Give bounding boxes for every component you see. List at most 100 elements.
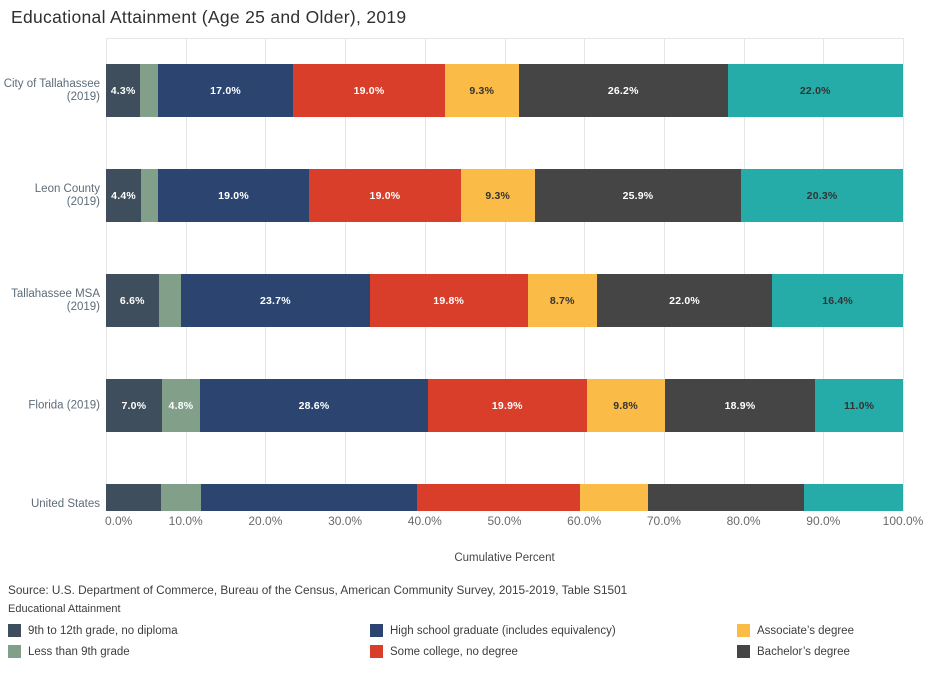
bar-segment[interactable]: 23.7% xyxy=(180,274,370,327)
legend-swatch xyxy=(737,645,750,658)
bar-segment[interactable]: 17.0% xyxy=(157,64,294,117)
data-label: 19.0% xyxy=(369,189,401,202)
bar-segment[interactable]: 22.0% xyxy=(596,274,773,327)
data-label: 25.9% xyxy=(622,189,654,202)
x-tick-label: 10.0% xyxy=(168,514,203,528)
data-label: 11.0% xyxy=(844,399,875,412)
x-tick-label: 70.0% xyxy=(646,514,681,528)
legend-item[interactable]: Associate’s degree xyxy=(737,624,854,637)
bar-segment[interactable]: 20.3% xyxy=(741,169,903,222)
data-label: 19.9% xyxy=(491,399,523,412)
bar-segment[interactable]: 26.2% xyxy=(518,64,728,117)
bar-segment[interactable]: 8.7% xyxy=(527,274,597,327)
data-label: 7.0% xyxy=(121,399,147,412)
bar-segment[interactable]: 4.4% xyxy=(106,169,142,222)
bar-segment[interactable] xyxy=(141,169,158,222)
legend-label: Some college, no degree xyxy=(390,645,518,658)
legend-item[interactable]: Less than 9th grade xyxy=(8,645,130,658)
data-label: 4.8% xyxy=(168,399,194,412)
category-label: Leon County (2019) xyxy=(34,182,100,208)
legend-title: Educational Attainment xyxy=(8,603,121,615)
bar-segment[interactable]: 16.4% xyxy=(772,274,903,327)
legend-swatch xyxy=(737,624,750,637)
legend-label: Bachelor’s degree xyxy=(757,645,850,658)
x-tick-label: 50.0% xyxy=(487,514,522,528)
bar-segment[interactable] xyxy=(106,484,161,511)
x-tick-label: 100.0% xyxy=(882,514,924,528)
stacked-bar: 7.0% 4.8% 28.6% 19.9% 9.8% 18.9% 11.0% xyxy=(106,379,903,432)
source-note: Source: U.S. Department of Commerce, Bur… xyxy=(8,583,628,597)
data-label: 19.8% xyxy=(433,294,465,307)
stacked-bar: 4.4% 19.0% 19.0% 9.3% 25.9% 20.3% xyxy=(106,169,903,222)
stacked-bar: 6.6% 23.7% 19.8% 8.7% 22.0% 16.4% xyxy=(106,274,903,327)
legend-label: 9th to 12th grade, no diploma xyxy=(28,624,178,637)
category-label: Florida (2019) xyxy=(28,399,100,411)
bar-segment[interactable] xyxy=(200,484,417,511)
stacked-bar xyxy=(106,484,903,511)
bar-segment[interactable]: 9.3% xyxy=(460,169,535,222)
data-label: 20.3% xyxy=(806,189,838,202)
plot-area: City of Tallahassee (2019) 4.3% 17.0% 19.0% 9… xyxy=(0,38,943,511)
legend-label: High school graduate (includes equivalen… xyxy=(390,624,616,637)
bar-segment[interactable] xyxy=(804,484,903,511)
data-label: 22.0% xyxy=(799,84,831,97)
bar-segment[interactable]: 19.8% xyxy=(369,274,528,327)
data-label: 9.3% xyxy=(469,84,495,97)
data-label: 17.0% xyxy=(210,84,241,97)
gridline xyxy=(903,38,904,511)
data-label: 9.3% xyxy=(485,189,511,202)
bar-segment[interactable]: 9.3% xyxy=(444,64,519,117)
data-label: 18.9% xyxy=(724,399,756,412)
data-label: 28.6% xyxy=(298,399,330,412)
bar-segment[interactable]: 25.9% xyxy=(534,169,742,222)
legend-item[interactable]: Some college, no degree xyxy=(370,645,518,658)
category-label: City of Tallahassee (2019) xyxy=(3,77,100,103)
legend-item[interactable]: High school graduate (includes equivalen… xyxy=(370,624,616,637)
bar-segment[interactable] xyxy=(416,484,581,511)
bar-segment[interactable]: 19.0% xyxy=(309,169,461,222)
bar-segment[interactable]: 18.9% xyxy=(664,379,816,432)
bar-segment[interactable]: 7.0% xyxy=(106,379,162,432)
data-label: 22.0% xyxy=(669,294,700,307)
bar-segment[interactable] xyxy=(647,484,805,511)
legend-item[interactable]: 9th to 12th grade, no diploma xyxy=(8,624,178,637)
data-label: 6.6% xyxy=(119,294,145,307)
bar-segment[interactable]: 28.6% xyxy=(200,379,428,432)
data-label: 23.7% xyxy=(259,294,291,307)
legend-label: Less than 9th grade xyxy=(28,645,130,658)
stacked-bar: 4.3% 17.0% 19.0% 9.3% 26.2% 22.0% xyxy=(106,64,903,117)
data-label: 16.4% xyxy=(822,294,853,307)
x-tick-label: 20.0% xyxy=(248,514,283,528)
legend-swatch xyxy=(370,624,383,637)
x-tick-label: 80.0% xyxy=(726,514,761,528)
x-axis-title: Cumulative Percent xyxy=(454,552,555,564)
data-label: 4.4% xyxy=(111,189,136,202)
bar-segment[interactable] xyxy=(160,484,201,511)
chart-title: Educational Attainment (Age 25 and Older… xyxy=(11,7,407,27)
data-label: 19.0% xyxy=(353,84,385,97)
legend-item[interactable]: Bachelor’s degree xyxy=(737,645,850,658)
legend-label: Associate’s degree xyxy=(757,624,854,637)
bar-segment[interactable] xyxy=(140,64,158,117)
x-tick-label: 0.0% xyxy=(105,514,133,528)
bar-segment[interactable]: 9.8% xyxy=(586,379,665,432)
bar-segment[interactable]: 11.0% xyxy=(815,379,903,432)
bar-segment[interactable]: 19.0% xyxy=(293,64,445,117)
bar-segment[interactable]: 22.0% xyxy=(727,64,903,117)
bar-segment[interactable]: 19.0% xyxy=(157,169,310,222)
x-tick-label: 30.0% xyxy=(328,514,363,528)
x-tick-label: 60.0% xyxy=(567,514,602,528)
data-label: 19.0% xyxy=(218,189,249,202)
legend-swatch xyxy=(8,645,21,658)
bar-segment[interactable]: 4.8% xyxy=(161,379,201,432)
data-label: 4.3% xyxy=(110,84,136,97)
legend-swatch xyxy=(370,645,383,658)
bar-segment[interactable] xyxy=(158,274,181,327)
x-tick-label: 40.0% xyxy=(407,514,442,528)
category-label: Tallahassee MSA (2019) xyxy=(11,287,100,313)
bar-segment[interactable]: 4.3% xyxy=(106,64,141,117)
bar-segment[interactable] xyxy=(580,484,648,511)
bar-segment[interactable]: 19.9% xyxy=(427,379,587,432)
bar-segment[interactable]: 6.6% xyxy=(106,274,159,327)
